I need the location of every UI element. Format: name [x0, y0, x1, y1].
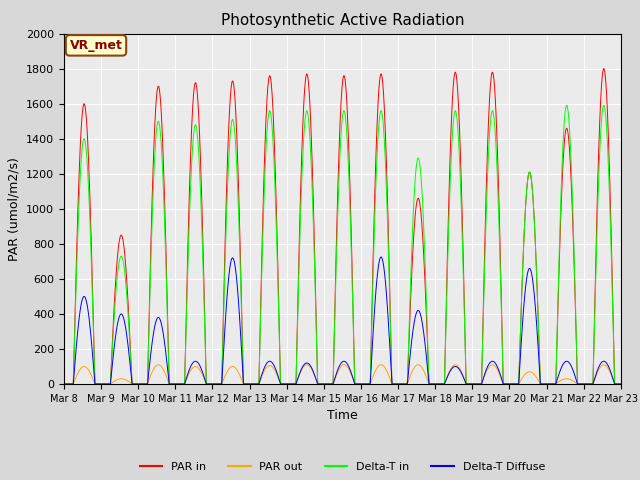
PAR out — [216, 381, 223, 387]
PAR in — [216, 381, 223, 387]
Delta-T Diffuse — [584, 381, 591, 387]
PAR in — [600, 66, 607, 72]
PAR out — [568, 377, 575, 383]
Delta-T in — [568, 169, 575, 175]
PAR out — [371, 370, 378, 376]
Delta-T in — [216, 381, 223, 387]
PAR out — [600, 362, 607, 368]
Delta-T in — [60, 381, 68, 387]
PAR out — [60, 381, 68, 387]
Line: PAR out: PAR out — [64, 365, 621, 384]
Delta-T Diffuse — [216, 381, 223, 387]
X-axis label: Time: Time — [327, 409, 358, 422]
Legend: PAR in, PAR out, Delta-T in, Delta-T Diffuse: PAR in, PAR out, Delta-T in, Delta-T Dif… — [136, 457, 549, 477]
PAR out — [358, 381, 366, 387]
PAR out — [504, 381, 512, 387]
Y-axis label: PAR (umol/m2/s): PAR (umol/m2/s) — [8, 157, 20, 261]
PAR out — [583, 381, 591, 387]
Line: PAR in: PAR in — [64, 69, 621, 384]
Delta-T Diffuse — [377, 254, 385, 260]
Delta-T in — [358, 381, 366, 387]
Delta-T in — [583, 381, 591, 387]
PAR in — [60, 381, 68, 387]
Delta-T Diffuse — [371, 307, 378, 313]
PAR in — [568, 187, 575, 192]
Line: Delta-T in: Delta-T in — [64, 106, 621, 384]
Line: Delta-T Diffuse: Delta-T Diffuse — [64, 257, 621, 384]
PAR in — [371, 201, 378, 207]
Delta-T in — [504, 381, 512, 387]
Delta-T in — [600, 103, 607, 108]
PAR in — [617, 381, 625, 387]
Delta-T in — [617, 381, 625, 387]
Delta-T Diffuse — [568, 364, 575, 370]
Delta-T Diffuse — [504, 381, 512, 387]
Delta-T Diffuse — [358, 381, 366, 387]
Delta-T in — [371, 222, 378, 228]
Delta-T Diffuse — [60, 381, 68, 387]
PAR in — [583, 381, 591, 387]
PAR in — [504, 381, 512, 387]
Delta-T Diffuse — [617, 381, 625, 387]
Title: Photosynthetic Active Radiation: Photosynthetic Active Radiation — [221, 13, 464, 28]
PAR out — [617, 381, 625, 387]
PAR in — [358, 381, 366, 387]
Text: VR_met: VR_met — [70, 39, 122, 52]
